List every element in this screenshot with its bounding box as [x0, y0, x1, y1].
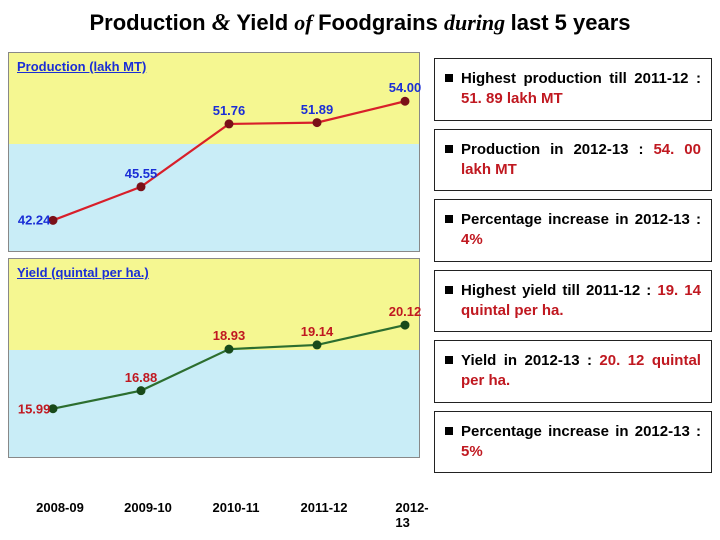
bullet-box: Production in 2012-13 : 54. 00 lakh MT — [434, 129, 712, 192]
data-point-label: 54.00 — [389, 80, 422, 95]
charts-column: Production (lakh MT) 42.24 45.55 51.76 51.8… — [8, 52, 420, 492]
data-point-label: 19.14 — [301, 324, 334, 339]
bullet-square-icon — [445, 74, 453, 82]
x-axis-label: 2010-11 — [213, 500, 260, 515]
production-chart-title: Production (lakh MT) — [17, 59, 146, 74]
bullet-square-icon — [445, 286, 453, 294]
x-axis-label: 2009-10 — [124, 500, 172, 515]
bullets-column: Highest production till 2011-12 : 51. 89… — [434, 58, 712, 481]
data-point-label: 15.99 — [18, 401, 51, 416]
data-point-label: 51.89 — [301, 102, 334, 117]
production-plot: 42.2445.5551.7651.8954.00 — [47, 81, 411, 243]
bullet-text: Percentage increase in 2012-13 : 5% — [461, 422, 701, 463]
bullet-box: Percentage increase in 2012-13 : 4% — [434, 199, 712, 262]
bullet-square-icon — [445, 356, 453, 364]
data-point-label: 42.24 — [18, 213, 51, 228]
bullet-text: Production in 2012-13 : 54. 00 lakh MT — [461, 140, 701, 181]
x-axis-label: 2011-12 — [301, 500, 348, 515]
data-point-label: 18.93 — [213, 328, 246, 343]
page-title: Production & Yield of Foodgrains during … — [0, 0, 720, 43]
yield-chart-title: Yield (quintal per ha.) — [17, 265, 149, 280]
bullet-text: Percentage increase in 2012-13 : 4% — [461, 210, 701, 251]
bullet-square-icon — [445, 145, 453, 153]
yield-chart: Yield (quintal per ha.) 15.99 16.88 18.93 1… — [8, 258, 420, 458]
x-axis: 2008-092009-102010-112011-122012-13 — [16, 498, 420, 522]
bullet-box: Yield in 2012-13 : 20. 12 quintal per ha… — [434, 340, 712, 403]
bullet-square-icon — [445, 215, 453, 223]
bullet-text: Highest production till 2011-12 : 51. 89… — [461, 69, 701, 110]
bullet-text: Yield in 2012-13 : 20. 12 quintal per ha… — [461, 351, 701, 392]
data-point-label: 16.88 — [125, 370, 158, 385]
yield-plot: 15.9916.8818.9319.1420.12 — [47, 287, 411, 449]
x-axis-label: 2008-09 — [36, 500, 84, 515]
x-axis-label: 2012-13 — [395, 500, 428, 530]
data-point-label: 20.12 — [389, 304, 422, 319]
bullet-text: Highest yield till 2011-12 : 19. 14 quin… — [461, 281, 701, 322]
bullet-box: Highest production till 2011-12 : 51. 89… — [434, 58, 712, 121]
bullet-box: Percentage increase in 2012-13 : 5% — [434, 411, 712, 474]
data-point-label: 45.55 — [125, 166, 158, 181]
bullet-square-icon — [445, 427, 453, 435]
data-point-label: 51.76 — [213, 103, 246, 118]
production-chart: Production (lakh MT) 42.24 45.55 51.76 51.8… — [8, 52, 420, 252]
bullet-box: Highest yield till 2011-12 : 19. 14 quin… — [434, 270, 712, 333]
